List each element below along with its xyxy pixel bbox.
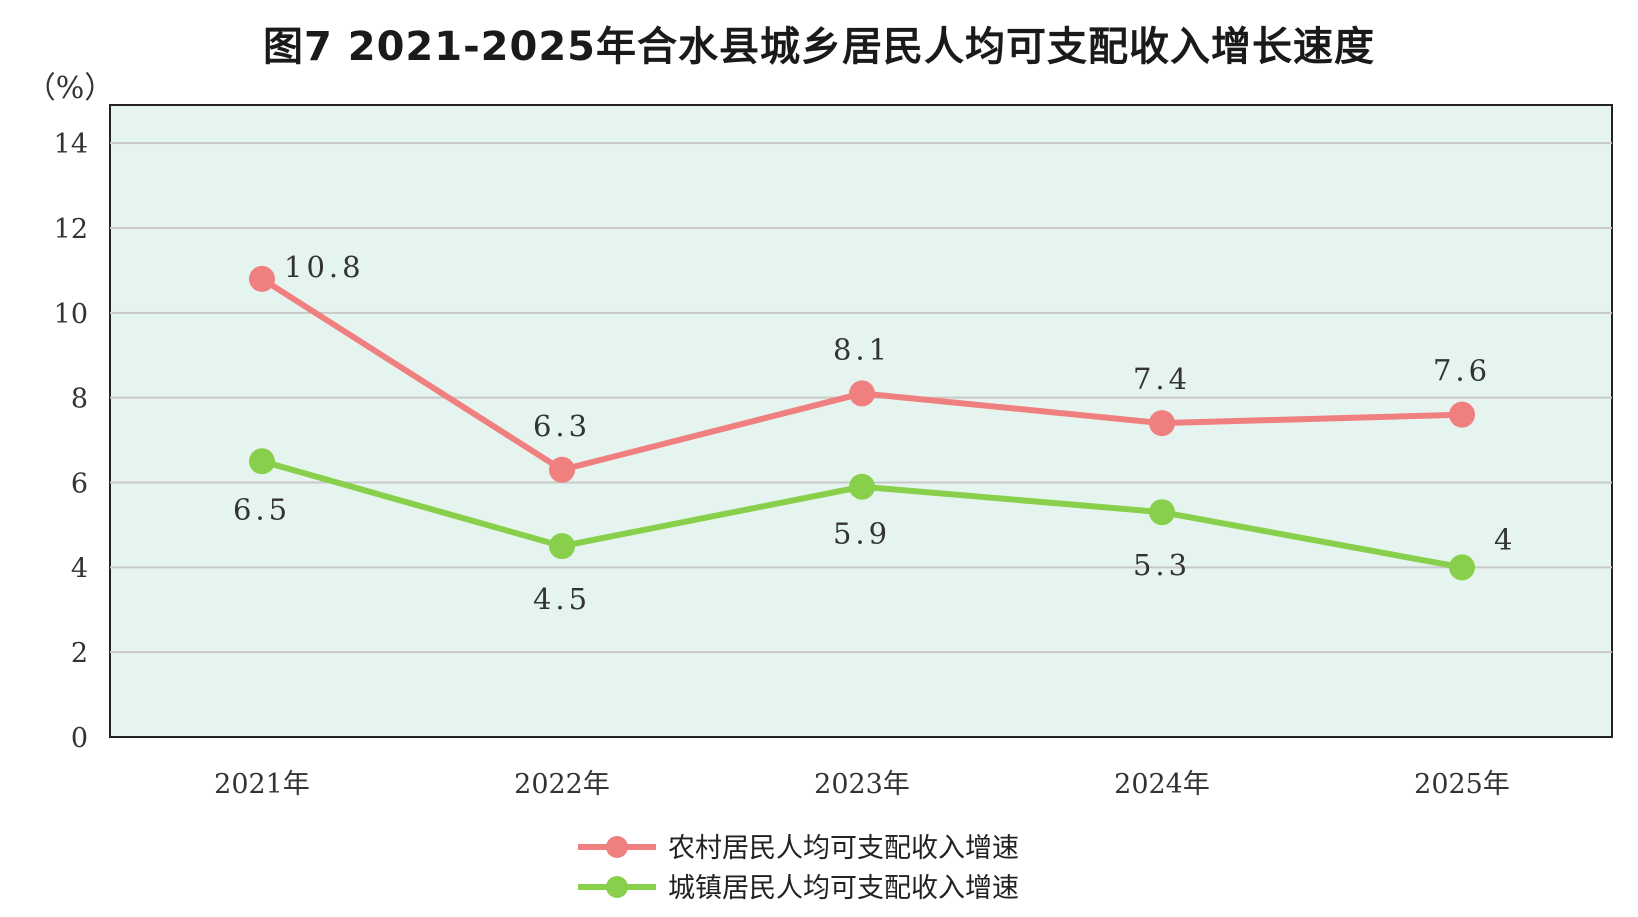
data-label: 4.5 bbox=[533, 582, 591, 616]
legend-marker bbox=[606, 876, 628, 898]
series-1: 10.8 6.3 8.1 7.4 7.6 bbox=[249, 250, 1491, 483]
x-tick-label: 2023年 bbox=[814, 769, 910, 800]
data-label: 7.4 bbox=[1133, 362, 1191, 396]
data-point bbox=[849, 380, 875, 407]
data-point bbox=[549, 456, 575, 483]
legend-marker bbox=[606, 836, 628, 858]
data-label: 7.6 bbox=[1433, 354, 1491, 388]
data-label: 10.8 bbox=[284, 250, 365, 284]
chart-title: 图7 2021-2025年合水县城乡居民人均可支配收入增长速度 bbox=[262, 24, 1375, 70]
legend-item: 城镇居民人均可支配收入增速 bbox=[578, 873, 1019, 904]
data-label: 6.5 bbox=[233, 492, 291, 526]
y-tick-label: 2 bbox=[71, 638, 88, 669]
y-tick-label: 14 bbox=[54, 129, 88, 160]
data-label: 5.3 bbox=[1133, 548, 1191, 582]
data-label: 5.9 bbox=[833, 517, 891, 551]
data-point bbox=[249, 265, 275, 292]
y-tick-label: 8 bbox=[71, 384, 88, 415]
data-label: 4 bbox=[1494, 522, 1516, 556]
y-tick-label: 0 bbox=[71, 723, 88, 754]
x-axis-ticks: 2021年 2022年 2023年 2024年 2025年 bbox=[214, 769, 1510, 800]
x-tick-label: 2022年 bbox=[514, 769, 610, 800]
data-label: 6.3 bbox=[533, 409, 591, 443]
data-point bbox=[849, 473, 875, 500]
y-axis-unit-label: （%） bbox=[26, 71, 115, 106]
data-point bbox=[249, 448, 275, 475]
y-tick-label: 12 bbox=[54, 214, 88, 245]
legend-item: 农村居民人均可支配收入增速 bbox=[578, 833, 1019, 864]
plot-area bbox=[109, 104, 1613, 738]
series-2: 6.5 4.5 5.9 5.3 4 bbox=[233, 448, 1516, 616]
legend-label: 农村居民人均可支配收入增速 bbox=[668, 833, 1019, 864]
y-tick-label: 6 bbox=[71, 469, 88, 500]
x-tick-label: 2025年 bbox=[1414, 769, 1510, 800]
data-point bbox=[549, 533, 575, 560]
data-point bbox=[1149, 499, 1175, 526]
y-tick-label: 4 bbox=[71, 553, 88, 584]
data-point bbox=[1449, 554, 1475, 581]
y-tick-label: 10 bbox=[54, 299, 88, 330]
data-label: 8.1 bbox=[833, 332, 891, 366]
legend-label: 城镇居民人均可支配收入增速 bbox=[668, 873, 1019, 904]
x-tick-label: 2024年 bbox=[1114, 769, 1210, 800]
data-point bbox=[1149, 410, 1175, 437]
y-axis-ticks: 0 2 4 6 8 10 12 14 bbox=[54, 129, 88, 754]
x-tick-label: 2021年 bbox=[214, 769, 310, 800]
series-layer: 10.8 6.3 8.1 7.4 7.6 6.5 4.5 5.9 5.3 4 bbox=[233, 250, 1516, 616]
data-point bbox=[1449, 401, 1475, 428]
